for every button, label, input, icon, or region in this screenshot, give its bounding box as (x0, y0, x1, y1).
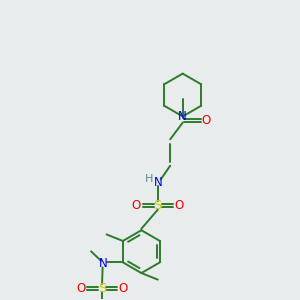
Text: N: N (154, 176, 163, 189)
Text: S: S (98, 282, 106, 295)
Text: O: O (76, 282, 85, 295)
Text: O: O (201, 114, 210, 127)
Text: O: O (175, 199, 184, 212)
Text: H: H (145, 174, 154, 184)
Text: N: N (99, 257, 108, 270)
Text: S: S (154, 199, 162, 212)
Text: O: O (132, 199, 141, 212)
Text: N: N (178, 110, 187, 123)
Text: O: O (119, 282, 128, 295)
